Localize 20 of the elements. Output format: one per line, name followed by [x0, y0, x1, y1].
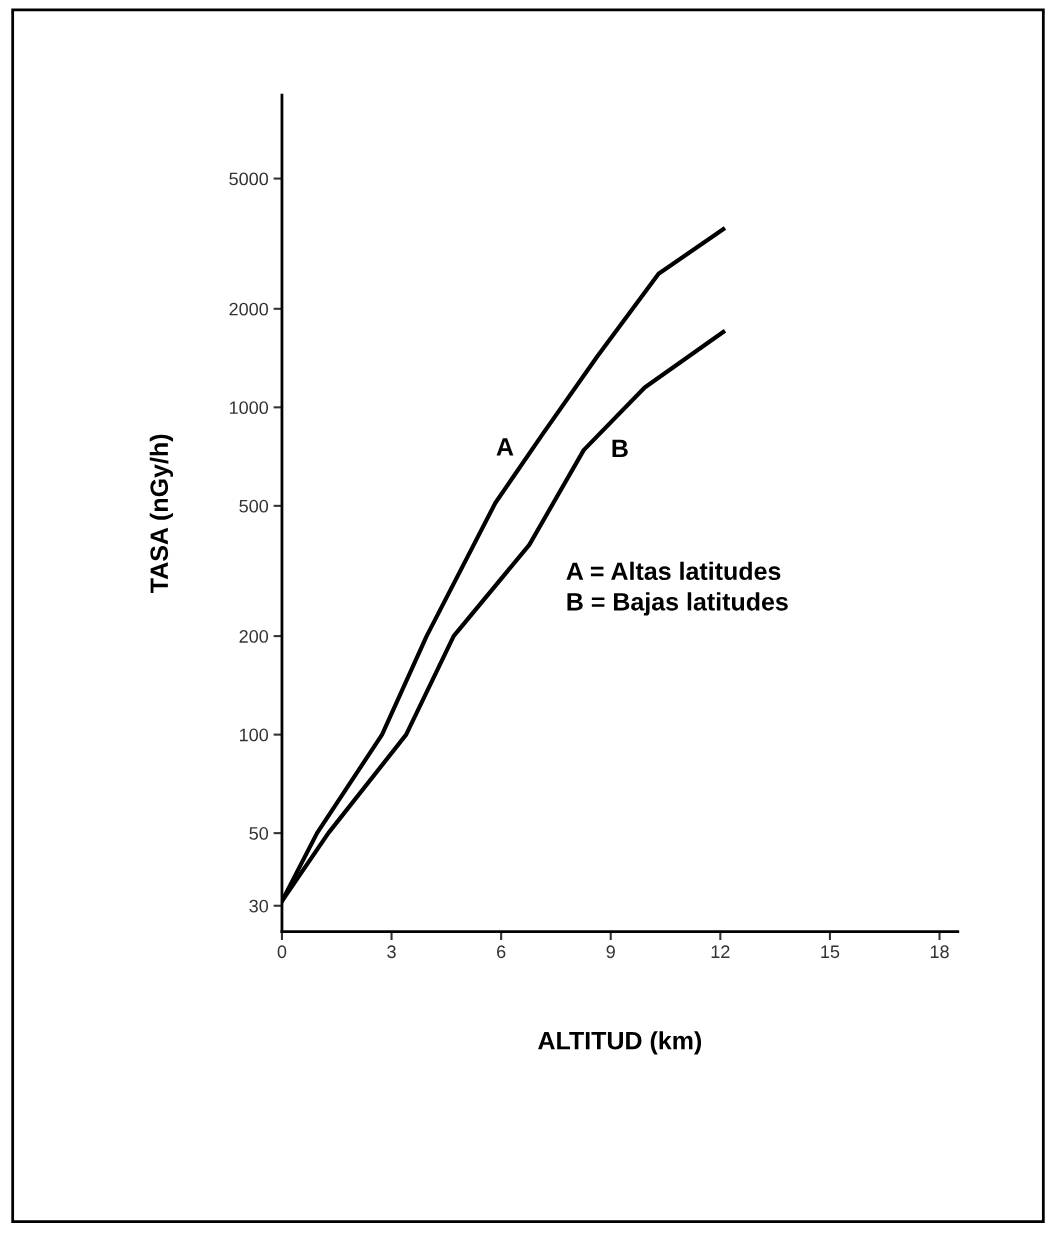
x-tick-label: 18 [930, 945, 949, 959]
y-tick-label: 2000 [229, 302, 269, 316]
y-tick-label: 1000 [229, 401, 269, 415]
annotation: A [496, 438, 514, 456]
y-tick-label: 30 [249, 899, 269, 913]
y-tick-label: 500 [239, 499, 269, 513]
x-tick-label: 3 [387, 945, 396, 959]
x-tick-label: 6 [497, 945, 506, 959]
y-tick-label: 5000 [229, 172, 269, 186]
y-tick-label: 50 [249, 827, 269, 840]
x-tick-label: 0 [277, 945, 287, 959]
y-tick-label: 200 [239, 630, 269, 643]
x-tick-label: 9 [606, 945, 615, 959]
annotation: A = Altas latitudes B = Bajas latitudes [566, 561, 788, 616]
annotation: B [612, 439, 628, 458]
x-tick-label: 12 [711, 945, 730, 958]
x-tick-label: 15 [821, 945, 840, 959]
y-axis-title: TASA (nGy/h) [149, 434, 174, 593]
x-axis-title: ALTITUD (km) [538, 1031, 702, 1055]
y-tick-label: 100 [240, 728, 269, 742]
